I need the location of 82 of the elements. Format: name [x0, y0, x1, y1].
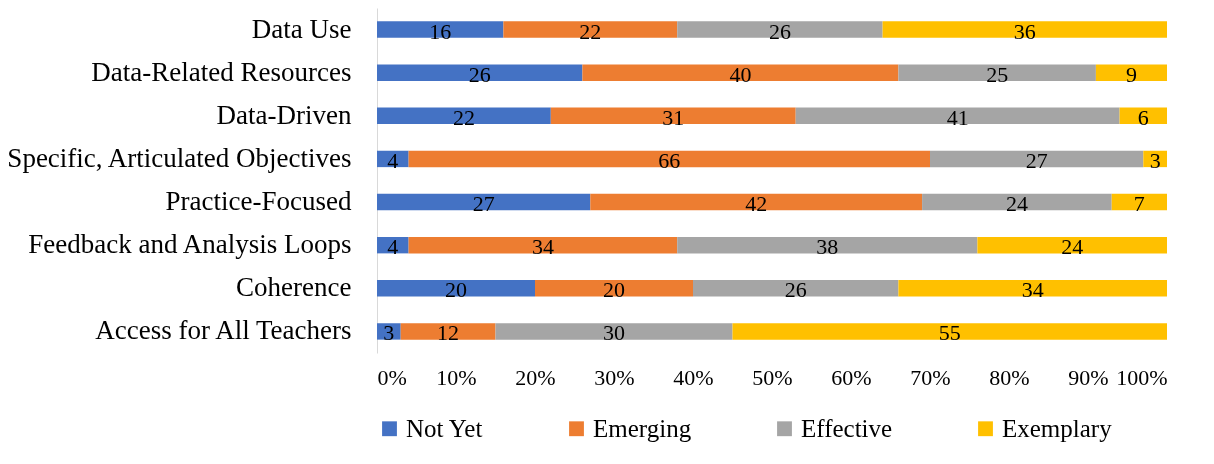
data-label: 7: [1133, 191, 1145, 217]
data-label: 41: [946, 104, 969, 130]
x-tick-label: 20%: [515, 364, 556, 390]
y-tick-label: Feedback and Analysis Loops: [28, 229, 352, 260]
bar: [1111, 193, 1167, 211]
data-label: 3: [1149, 147, 1161, 173]
x-tick-label: 30%: [594, 364, 635, 390]
x-tick-label: 90%: [1068, 364, 1109, 390]
legend-label: Emerging: [593, 414, 692, 442]
data-label: 25: [986, 61, 1009, 87]
x-tick-label: 0%: [377, 364, 407, 390]
data-label: 31: [662, 104, 685, 130]
data-label: 55: [938, 320, 961, 346]
data-label: 27: [1025, 147, 1048, 173]
data-label: 24: [1005, 191, 1028, 217]
bar: [1095, 64, 1167, 81]
data-label: 24: [1061, 234, 1084, 260]
x-tick-label: 40%: [673, 364, 714, 390]
data-label: 9: [1125, 61, 1137, 87]
data-label: 26: [768, 18, 791, 44]
data-label: 4: [387, 147, 399, 173]
bar: [503, 21, 678, 38]
data-label: 34: [1021, 277, 1044, 303]
bar: [377, 280, 535, 297]
bar: [590, 193, 923, 211]
bar: [400, 323, 496, 340]
data-label: 26: [784, 277, 807, 303]
bar: [693, 280, 899, 297]
bar: [732, 323, 1167, 340]
bar: [377, 64, 583, 81]
legend-label: Effective: [801, 414, 893, 442]
data-label: 66: [658, 147, 681, 173]
data-label: 22: [579, 18, 602, 44]
bar: [898, 280, 1167, 297]
x-tick-label: 70%: [910, 364, 951, 390]
data-label: 4: [387, 234, 399, 260]
x-tick-label: 50%: [752, 364, 793, 390]
legend-label: Not Yet: [406, 414, 483, 442]
data-label: 38: [816, 234, 839, 260]
data-label: 40: [729, 61, 752, 87]
data-label: 26: [468, 61, 491, 87]
bar: [408, 150, 930, 168]
bar: [677, 21, 883, 38]
y-tick-label: Data-Driven: [216, 99, 352, 130]
legend-label: Exemplary: [1002, 414, 1113, 442]
y-tick-label: Practice-Focused: [165, 186, 352, 217]
data-label: 27: [472, 191, 495, 217]
data-label: 30: [603, 320, 625, 346]
bar: [922, 193, 1112, 211]
bar: [582, 64, 899, 81]
data-label: 3: [383, 320, 395, 346]
data-label: 22: [452, 104, 475, 130]
data-label: 42: [745, 191, 768, 217]
bar: [408, 236, 678, 254]
bar: [677, 236, 978, 254]
bar: [977, 236, 1167, 254]
bar: [535, 280, 693, 297]
data-label: 12: [437, 320, 460, 346]
data-label: 20: [603, 277, 625, 303]
data-label: 34: [531, 234, 554, 260]
data-label: 36: [1013, 18, 1036, 44]
bar: [930, 150, 1144, 168]
x-tick-label: 100%: [1116, 364, 1168, 390]
x-tick-label: 10%: [436, 364, 477, 390]
y-tick-label: Data Use: [251, 13, 352, 44]
y-tick-label: Access for All Teachers: [95, 315, 352, 346]
bar: [795, 107, 1120, 125]
data-label: 6: [1137, 104, 1149, 130]
bar: [898, 64, 1096, 81]
bar: [882, 21, 1167, 38]
data-label: 16: [429, 18, 452, 44]
y-tick-label: Data-Related Resources: [91, 56, 352, 87]
x-tick-label: 60%: [831, 364, 872, 390]
bar: [377, 107, 551, 125]
bar: [377, 21, 504, 38]
bar: [550, 107, 796, 125]
y-tick-label: Coherence: [236, 272, 352, 303]
y-tick-label: Specific, Articulated Objectives: [7, 142, 352, 173]
data-label: 20: [445, 277, 467, 303]
bar: [377, 193, 591, 211]
x-tick-label: 80%: [989, 364, 1030, 390]
bar: [495, 323, 733, 340]
